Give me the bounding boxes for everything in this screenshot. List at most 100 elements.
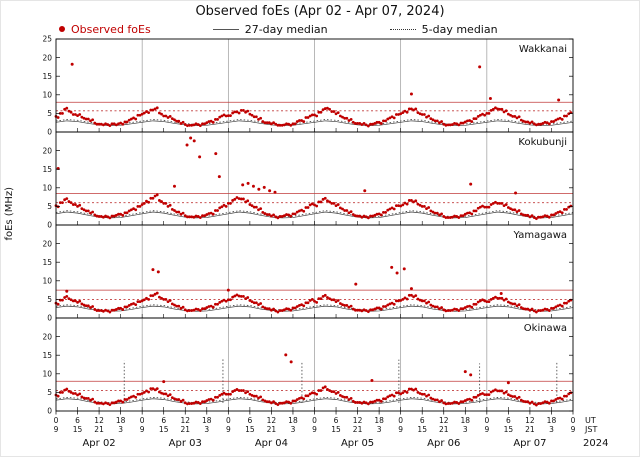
jst-tick-label: 9 <box>398 425 403 434</box>
y-tick-label: 0 <box>47 407 52 416</box>
y-tick-label: 10 <box>42 91 52 100</box>
jst-tick-label: 21 <box>180 425 190 434</box>
ut-tick-label: 18 <box>547 416 557 425</box>
jst-tick-label: 15 <box>73 425 83 434</box>
y-tick-label: 5 <box>47 202 52 211</box>
y-tick-label: 20 <box>42 146 52 155</box>
jst-tick-label: 9 <box>54 425 59 434</box>
ut-tick-label: 6 <box>334 416 339 425</box>
ut-tick-label: 18 <box>288 416 298 425</box>
ut-tick-label: 0 <box>140 416 145 425</box>
panel-label-wakkanai: Wakkanai <box>519 44 567 55</box>
jst-tick-label: 9 <box>484 425 489 434</box>
jst-tick-label: 9 <box>312 425 317 434</box>
median-27day-line <box>55 120 574 127</box>
jst-tick-label: 3 <box>118 425 123 434</box>
median-5day-line <box>55 397 574 404</box>
y-tick-label: 10 <box>42 277 52 286</box>
y-tick-label: 15 <box>42 165 52 174</box>
date-label: Apr 06 <box>427 438 460 449</box>
panel-okinawa: Okinawa 0 5 10 15 20 <box>42 317 574 416</box>
jst-tick-label: 21 <box>267 425 277 434</box>
jst-tick-label: 9 <box>140 425 145 434</box>
ut-tick-label: 0 <box>226 416 231 425</box>
y-tick-label: 5 <box>47 295 52 304</box>
jst-row-label: JST <box>584 425 597 434</box>
ut-tick-label: 12 <box>94 416 104 425</box>
legend-label-27day-median: 27-day median <box>244 22 328 36</box>
y-tick-label: 20 <box>42 239 52 248</box>
ut-tick-label: 18 <box>461 416 471 425</box>
jst-tick-label: 15 <box>245 425 255 434</box>
y-tick-label: 10 <box>42 370 52 379</box>
ut-tick-label: 12 <box>439 416 449 425</box>
y-tick-label: 0 <box>47 128 52 137</box>
ut-tick-label: 6 <box>75 416 80 425</box>
jst-tick-label: 21 <box>439 425 449 434</box>
ut-tick-label: 12 <box>180 416 190 425</box>
jst-tick-label: 3 <box>463 425 468 434</box>
panel-label-okinawa: Okinawa <box>524 323 567 334</box>
ut-tick-label: 18 <box>374 416 384 425</box>
ut-tick-label: 0 <box>398 416 403 425</box>
chart-legend: Observed foEs 27-day median 5-day median <box>59 21 498 37</box>
panel-kokubunji: Kokubunji 0 5 10 15 20 <box>42 131 574 230</box>
jst-tick-label: 9 <box>226 425 231 434</box>
jst-tick-label: 15 <box>504 425 514 434</box>
y-tick-label: 25 <box>42 35 52 44</box>
y-tick-label: 5 <box>47 109 52 118</box>
panel-wakkanai: Wakkanai 0 5 10 15 20 25 <box>42 35 574 137</box>
ut-tick-label: 12 <box>525 416 535 425</box>
legend-item-5day-median: 5-day median <box>389 22 498 36</box>
jst-tick-label: 3 <box>204 425 209 434</box>
date-label: Apr 03 <box>169 438 202 449</box>
ut-tick-label: 12 <box>267 416 277 425</box>
median-27day-line-icon <box>212 28 239 30</box>
date-label: Apr 02 <box>82 438 115 449</box>
ut-tick-label: 6 <box>420 416 425 425</box>
y-tick-label: 10 <box>42 184 52 193</box>
y-tick-label: 15 <box>42 351 52 360</box>
ut-tick-label: 0 <box>571 416 576 425</box>
observed-foes-dot-icon <box>59 26 65 32</box>
x-axis: 0961512211830961512211830961512211830961… <box>54 411 608 449</box>
median-5day-line <box>55 119 574 125</box>
date-label: Apr 07 <box>513 438 546 449</box>
jst-tick-label: 3 <box>291 425 296 434</box>
chart-title: Observed foEs (Apr 02 - Apr 07, 2024) <box>195 4 445 19</box>
jst-tick-label: 21 <box>353 425 363 434</box>
jst-tick-label: 21 <box>94 425 104 434</box>
date-label: Apr 04 <box>255 438 288 449</box>
legend-item-observed-foes: Observed foEs <box>59 23 151 36</box>
y-tick-label: 20 <box>42 53 52 62</box>
year-label: 2024 <box>583 438 608 449</box>
median-5day-line <box>55 304 574 311</box>
y-tick-label: 15 <box>42 258 52 267</box>
median-27day-line <box>55 398 574 405</box>
legend-label-observed-foes: Observed foEs <box>71 22 151 36</box>
jst-tick-label: 9 <box>571 425 576 434</box>
ut-tick-label: 18 <box>116 416 126 425</box>
y-tick-label: 15 <box>42 72 52 81</box>
ut-tick-label: 6 <box>506 416 511 425</box>
ut-tick-label: 18 <box>202 416 212 425</box>
median-5day-dotted-icon <box>389 28 416 30</box>
y-tick-label: 0 <box>47 221 52 230</box>
legend-item-27day-median: 27-day median <box>212 22 328 36</box>
jst-tick-label: 15 <box>331 425 341 434</box>
jst-tick-label: 3 <box>549 425 554 434</box>
ut-tick-label: 0 <box>484 416 489 425</box>
y-tick-label: 5 <box>47 388 52 397</box>
panel-yamagawa: Yamagawa 0 5 10 15 20 <box>42 224 574 323</box>
ut-tick-label: 0 <box>312 416 317 425</box>
panel-label-yamagawa: Yamagawa <box>512 230 567 241</box>
panel-label-kokubunji: Kokubunji <box>518 137 567 148</box>
ut-tick-label: 6 <box>247 416 252 425</box>
jst-tick-label: 3 <box>377 425 382 434</box>
legend-label-5day-median: 5-day median <box>421 22 498 36</box>
y-tick-label: 20 <box>42 332 52 341</box>
ut-tick-label: 0 <box>54 416 59 425</box>
ut-row-label: UT <box>585 416 596 425</box>
